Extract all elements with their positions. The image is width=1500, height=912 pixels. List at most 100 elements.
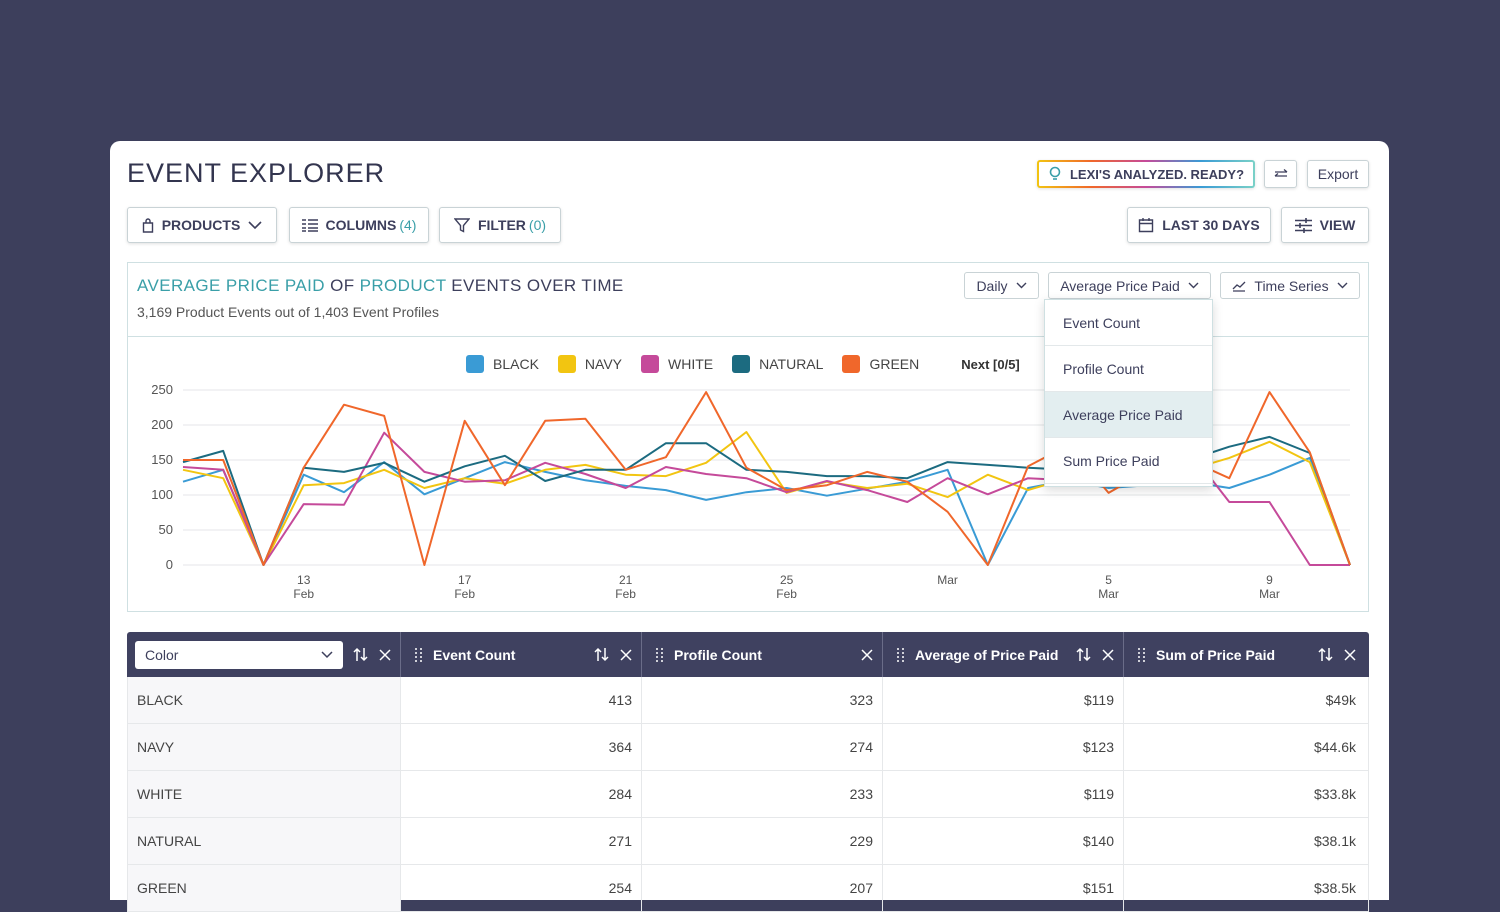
close-icon <box>1344 648 1356 661</box>
menu-option[interactable]: Event Count <box>1045 300 1212 346</box>
interval-label: Daily <box>976 277 1008 294</box>
chart-kind-select[interactable]: Time Series <box>1220 272 1360 299</box>
menu-option[interactable]: Profile Count <box>1045 346 1212 392</box>
page-title: EVENT EXPLORER <box>127 158 386 188</box>
table-cell: 254 <box>401 865 642 911</box>
table-cell: $44.6k <box>1313 739 1356 755</box>
chevron <box>1016 282 1027 289</box>
x-tick-label: 25 Feb <box>776 573 797 601</box>
column-header: Color <box>127 632 401 677</box>
table-cell: GREEN <box>128 865 401 911</box>
drag-handle <box>1138 647 1145 662</box>
filter-count: (0) <box>528 217 547 233</box>
chart-title: AVERAGE PRICE PAID OF PRODUCT EVENTS OVE… <box>137 276 624 296</box>
sort-icon-path <box>353 647 368 662</box>
columns-button[interactable]: COLUMNS (4) <box>289 207 429 243</box>
tick-line: Feb <box>615 587 636 601</box>
chart-icon <box>1232 281 1246 292</box>
title-part: AVERAGE PRICE PAID <box>137 276 325 295</box>
x-tick-label: 21 Feb <box>615 573 636 601</box>
legend-label: NAVY <box>584 356 623 372</box>
legend-item[interactable]: BLACK <box>466 355 539 373</box>
table-cell: 229 <box>642 818 883 864</box>
table-row: WHITE 284 233 $119 $33.8k <box>127 771 1369 818</box>
table-cell: NAVY <box>128 724 401 770</box>
legend-swatch <box>732 355 751 373</box>
close-icon-path <box>379 648 391 661</box>
column-name: Sum of Price Paid <box>1156 646 1276 663</box>
close-icon-path <box>861 648 873 661</box>
menu-option[interactable]: Average Price Paid <box>1045 392 1212 438</box>
color-select-label: Color <box>145 646 179 663</box>
y-tick-label: 0 <box>166 557 173 572</box>
table-cell: $119 <box>883 771 1124 817</box>
drag-handle-path <box>656 647 663 662</box>
drag-handle <box>897 647 904 662</box>
y-tick-label: 250 <box>151 382 173 397</box>
column-name: Event Count <box>433 646 516 663</box>
data-table: Color Event Count Profile Count Average of … <box>127 632 1369 912</box>
y-tick-label: 50 <box>159 522 173 537</box>
menu-option[interactable]: Sum Price Paid <box>1045 438 1212 484</box>
metric-menu: Event Count Profile Count Average Price Pa… <box>1044 299 1213 487</box>
legend-swatch <box>842 355 861 373</box>
legend-item[interactable]: GREEN <box>842 355 919 373</box>
x-tick-label: 13 Feb <box>293 573 314 601</box>
table-cell: BLACK <box>128 677 401 723</box>
y-tick-label: 100 <box>151 487 173 502</box>
color-select[interactable]: Color <box>135 640 344 669</box>
close-icon <box>620 648 632 661</box>
legend-item[interactable]: NATURAL <box>732 355 823 373</box>
view-button[interactable]: VIEW <box>1281 207 1369 243</box>
columns-icon <box>301 218 318 232</box>
sort-icon-path <box>1318 647 1333 662</box>
filter-icon <box>453 217 470 233</box>
table-cell: WHITE <box>128 771 401 817</box>
chevron <box>248 220 262 229</box>
table-cell: NATURAL <box>128 818 401 864</box>
lexi-button[interactable]: LEXI'S ANALYZED. READY? <box>1037 160 1255 188</box>
swap-button[interactable] <box>1264 160 1297 188</box>
legend-label: NATURAL <box>759 356 824 372</box>
column-name: Profile Count <box>674 646 762 663</box>
metric-select[interactable]: Average Price Paid <box>1048 272 1211 299</box>
column-header: Sum of Price Paid <box>1124 632 1365 677</box>
legend-label: BLACK <box>493 356 539 372</box>
close-icon <box>379 648 391 661</box>
table-header: Color Event Count Profile Count Average of … <box>127 632 1369 677</box>
interval-select[interactable]: Daily <box>964 272 1039 299</box>
tick-line: 9 <box>1266 573 1273 587</box>
x-tick-label: Mar <box>937 573 958 587</box>
table-cell: 207 <box>642 865 883 911</box>
filter-button[interactable]: FILTER (0) <box>439 207 561 243</box>
table-cell: 413 <box>401 677 642 723</box>
table-cell: 233 <box>642 771 883 817</box>
close-icon <box>1102 648 1114 661</box>
tick-line: 5 <box>1105 573 1112 587</box>
date-range-button[interactable]: LAST 30 DAYS <box>1127 207 1271 243</box>
sliders-icon <box>1294 217 1312 233</box>
tick-line: 21 <box>619 573 633 587</box>
table-cell: 323 <box>642 677 883 723</box>
table-row: GREEN 254 207 $151 $38.5k <box>127 865 1369 912</box>
bulb-icon <box>1049 166 1061 180</box>
products-button[interactable]: PRODUCTS <box>127 207 277 243</box>
tick-line: Mar <box>1259 587 1280 601</box>
sort-icon <box>353 647 368 662</box>
table-cell: $49k <box>1325 692 1356 708</box>
tick-line: Mar <box>937 573 958 587</box>
table-cell: $140 <box>883 818 1124 864</box>
x-tick-label: 17 Feb <box>454 573 475 601</box>
export-button[interactable]: Export <box>1307 160 1369 188</box>
legend-next[interactable]: Next [0/5] <box>961 356 1020 372</box>
tick-line: 13 <box>297 573 311 587</box>
table-cell: $33.8k <box>1313 786 1356 802</box>
tick-line: 25 <box>780 573 794 587</box>
y-tick-label: 200 <box>151 417 173 432</box>
legend-item[interactable]: NAVY <box>557 355 623 373</box>
table-cell: $38.5k <box>1313 880 1356 896</box>
legend-item[interactable]: WHITE <box>641 355 713 373</box>
sort-icon <box>1076 647 1091 662</box>
table-cell: $123 <box>883 724 1124 770</box>
